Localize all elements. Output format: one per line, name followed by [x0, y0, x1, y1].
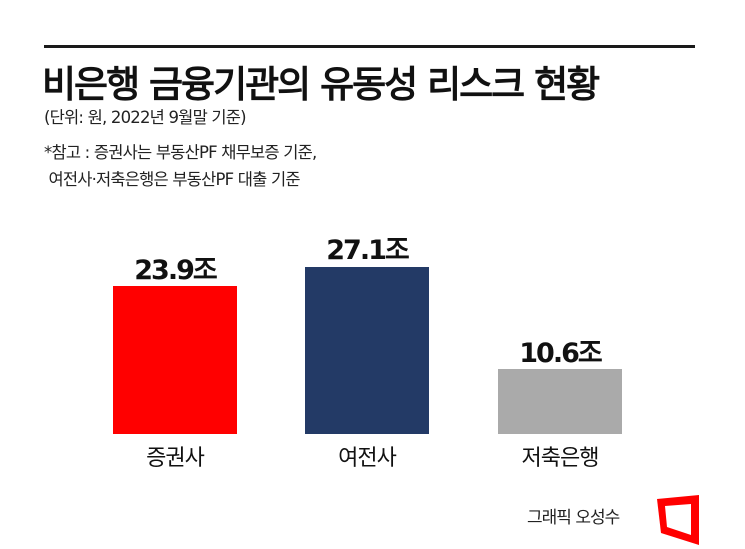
- unit-note: (단위: 원, 2022년 9월말 기준): [44, 108, 247, 127]
- note-line-2: 여전사·저축은행은 부동산PF 대출 기준: [44, 170, 300, 189]
- bar-savings-bank: [498, 369, 622, 434]
- bar-category-label: 여전사: [338, 446, 397, 471]
- top-rule: [44, 45, 695, 48]
- bar-value-label: 10.6조: [519, 338, 602, 369]
- bar-value-label: 23.9조: [134, 255, 217, 286]
- bar-credit-finance: [305, 267, 429, 434]
- chart-title: 비은행 금융기관의 유동성 리스크 현황: [42, 63, 600, 106]
- bar-securities: [113, 286, 237, 434]
- bar-value-label: 27.1조: [326, 235, 409, 266]
- bar-category-label: 저축은행: [521, 446, 600, 471]
- bar-category-label: 증권사: [146, 446, 205, 471]
- graphic-credit: 그래픽 오성수: [527, 508, 620, 528]
- publisher-logo-icon: [657, 495, 699, 545]
- note-line-1: *참고 : 증권사는 부동산PF 채무보증 기준,: [44, 143, 317, 162]
